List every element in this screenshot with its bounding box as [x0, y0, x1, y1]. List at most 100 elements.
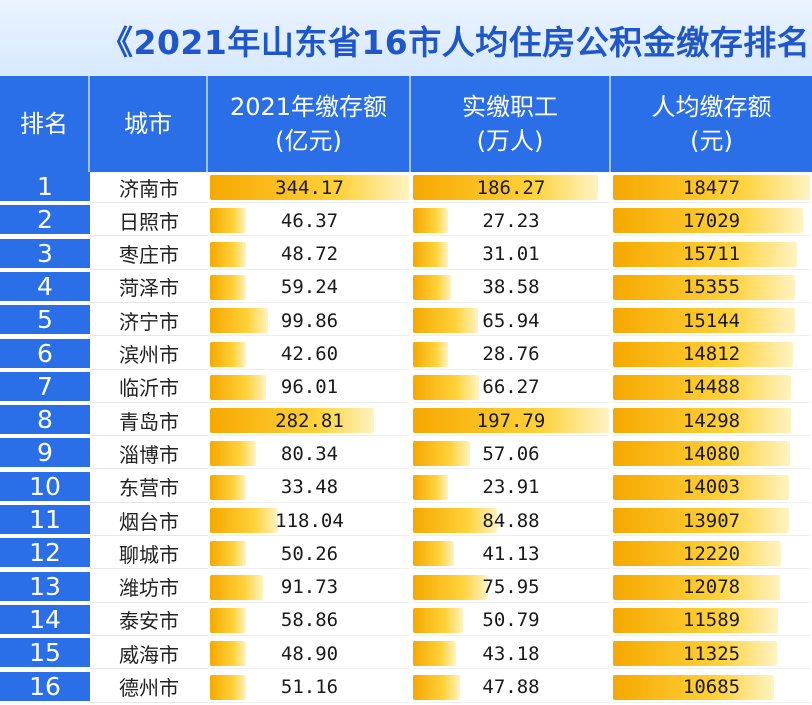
city-cell: 烟台市 [90, 505, 208, 536]
header-amount-line2: (亿元) [275, 127, 342, 155]
workers-cell: 41.13 [413, 538, 609, 570]
amount-cell: 58.86 [210, 605, 409, 636]
per_capita-value: 14080 [682, 442, 741, 465]
amount-bar [210, 175, 409, 200]
amount-value: 282.81 [275, 409, 344, 432]
per_capita-bar [613, 574, 781, 600]
amount-bar [210, 208, 246, 234]
workers-value: 23.91 [482, 476, 540, 499]
per_capita-bar [613, 208, 804, 234]
amount-value: 48.90 [280, 642, 339, 665]
workers-value: 47.88 [482, 676, 540, 698]
header-rank-label: 排名 [20, 110, 68, 138]
per_capita-bar [613, 674, 774, 700]
workers-value: 186.27 [476, 176, 546, 199]
amount-cell: 46.37 [210, 205, 409, 237]
workers-bar [413, 474, 449, 500]
workers-value: 38.58 [482, 276, 540, 299]
per_capita-cell: 13907 [613, 505, 810, 536]
header-per-capita-line1: 人均缴存额 [651, 93, 772, 121]
per_capita-bar [613, 374, 792, 400]
per_capita-cell: 15711 [613, 239, 810, 270]
workers-value: 197.79 [476, 409, 546, 432]
per_capita-value: 15711 [682, 243, 741, 266]
amount-value: 96.01 [280, 376, 339, 399]
per_capita-cell: 14080 [613, 438, 810, 470]
amount-bar [210, 241, 246, 267]
header-workers: 实缴职工 (万人) [411, 76, 611, 172]
workers-bar [413, 408, 609, 434]
workers-cell: 43.18 [413, 638, 609, 670]
amount-bar [210, 641, 246, 667]
city-cell: 济宁市 [90, 305, 208, 337]
workers-cell: 84.88 [413, 505, 609, 536]
workers-bar [413, 574, 489, 600]
per_capita-value: 15355 [682, 276, 741, 299]
per_capita-value: 14003 [682, 476, 741, 499]
per_capita-cell: 15355 [613, 272, 810, 303]
per_capita-bar [613, 607, 778, 633]
amount-bar [210, 474, 246, 500]
amount-bar [210, 607, 246, 633]
per_capita-bar [613, 441, 790, 467]
header-amount-line1: 2021年缴存额 [229, 93, 388, 121]
per_capita-bar [613, 474, 790, 500]
amount-cell: 118.04 [210, 505, 409, 536]
rank-cell: 9 [0, 438, 90, 470]
workers-cell: 65.94 [413, 305, 609, 337]
workers-bar [413, 308, 479, 334]
rank-cell: 13 [0, 571, 90, 603]
workers-value: 41.13 [482, 542, 540, 565]
amount-cell: 344.17 [210, 172, 409, 203]
table-body: 1 济南市 344.17 186.27 18477 2 日照市 46.37 27.23 17029… [0, 172, 812, 705]
per_capita-cell: 18477 [613, 172, 810, 203]
workers-bar [413, 674, 461, 700]
amount-value: 91.73 [280, 576, 339, 599]
per_capita-value: 12078 [682, 576, 741, 599]
table-header: 排名 城市 2021年缴存额 (亿元) 实缴职工 (万人) 人均缴存额 (元) [0, 76, 812, 172]
per_capita-bar [613, 641, 777, 667]
workers-value: 43.18 [482, 642, 540, 665]
rank-cell: 4 [0, 271, 90, 303]
workers-bar [413, 374, 479, 400]
amount-bar [210, 308, 268, 334]
page-title: 《2021年山东省16市人均住房公积金缴存排名 [100, 23, 811, 62]
workers-bar [413, 208, 449, 234]
workers-value: 50.79 [482, 609, 540, 632]
per_capita-value: 14488 [682, 376, 741, 399]
workers-value: 66.27 [482, 376, 540, 399]
header-per-capita: 人均缴存额 (元) [611, 76, 812, 172]
header-city: 城市 [90, 76, 208, 172]
per_capita-value: 13907 [682, 509, 741, 532]
rank-cell: 12 [0, 538, 90, 570]
amount-cell: 80.34 [210, 438, 409, 470]
per_capita-cell: 14488 [613, 372, 810, 403]
per_capita-bar [613, 341, 793, 367]
amount-value: 118.04 [275, 509, 344, 532]
amount-cell: 48.72 [210, 239, 409, 270]
per_capita-value: 15144 [682, 309, 741, 332]
city-cell: 聊城市 [90, 538, 208, 570]
amount-value: 46.37 [280, 209, 339, 232]
workers-cell: 27.23 [413, 205, 609, 237]
workers-bar [413, 241, 449, 267]
amount-bar [210, 441, 257, 467]
rank-cell: 10 [0, 471, 90, 503]
per_capita-bar [613, 241, 798, 267]
amount-bar [210, 674, 246, 700]
header-rank: 排名 [0, 76, 90, 172]
amount-bar [210, 341, 246, 367]
workers-value: 28.76 [482, 343, 540, 365]
amount-value: 58.86 [280, 609, 339, 632]
workers-value: 84.88 [482, 509, 540, 532]
per_capita-cell: 12078 [613, 572, 810, 603]
workers-bar [413, 641, 456, 667]
workers-bar [413, 441, 470, 467]
amount-cell: 50.26 [210, 538, 409, 570]
per_capita-cell: 15144 [613, 305, 810, 337]
rank-cell: 11 [0, 505, 90, 536]
city-cell: 德州市 [90, 672, 208, 703]
amount-value: 80.34 [280, 442, 339, 465]
workers-value: 31.01 [482, 243, 540, 266]
header-workers-line2: (万人) [476, 127, 544, 155]
